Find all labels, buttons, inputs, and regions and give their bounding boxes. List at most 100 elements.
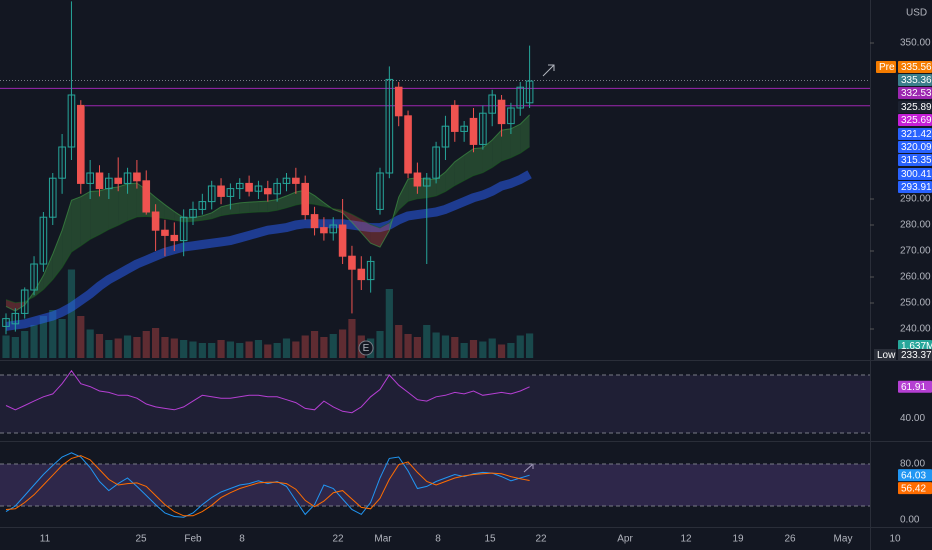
x-tick-label: 22 bbox=[535, 534, 547, 545]
candle-body bbox=[404, 115, 412, 174]
volume-bar bbox=[254, 340, 263, 358]
volume-bar bbox=[273, 343, 281, 358]
volume-bar bbox=[95, 334, 104, 358]
ribbon-fill bbox=[501, 128, 511, 162]
ribbon-fill bbox=[445, 161, 455, 192]
volume-bar bbox=[320, 337, 328, 358]
volume-bar bbox=[339, 329, 347, 358]
candle-body bbox=[479, 112, 487, 145]
volume-bar bbox=[217, 340, 225, 358]
moving-average-band bbox=[5, 170, 532, 331]
candle-body bbox=[67, 94, 76, 148]
ribbon-fill bbox=[202, 212, 212, 221]
volume-bar bbox=[105, 340, 113, 358]
price-badge-box bbox=[898, 128, 932, 140]
candle-body bbox=[226, 188, 235, 197]
volume-bar bbox=[469, 340, 478, 358]
stoch-tick-label: 80.00 bbox=[900, 459, 925, 470]
y-tick-label: 260.00 bbox=[900, 272, 931, 283]
candle-body bbox=[432, 146, 440, 179]
volume-bar bbox=[310, 331, 319, 358]
volume-bar bbox=[11, 337, 19, 358]
x-tick-label: 12 bbox=[680, 534, 692, 545]
candle-body bbox=[376, 172, 384, 210]
ribbon-fill bbox=[183, 217, 193, 222]
volume-bar bbox=[189, 341, 197, 358]
ribbon-fill bbox=[211, 206, 222, 219]
volume-bar bbox=[39, 316, 47, 358]
candle-body bbox=[282, 177, 291, 184]
ribbon-fill bbox=[174, 211, 184, 222]
ribbon-fill bbox=[164, 204, 175, 221]
price-badge-text: 325.89 bbox=[901, 102, 932, 113]
price-badge-box bbox=[898, 87, 932, 99]
candle-body bbox=[48, 177, 57, 218]
volume-bar bbox=[516, 335, 524, 358]
volume-bar bbox=[451, 337, 459, 358]
candle-body bbox=[198, 201, 207, 210]
ribbon-fill bbox=[510, 124, 521, 158]
candle-body bbox=[441, 125, 450, 148]
volume-bar bbox=[142, 331, 150, 358]
low-badge-box bbox=[898, 349, 932, 361]
x-tick-label: Feb bbox=[184, 534, 202, 545]
volume-bar bbox=[2, 335, 10, 358]
price-badge-text: 332.53 bbox=[901, 88, 932, 99]
stoch-badge-text: 64.03 bbox=[901, 470, 926, 481]
volume-bar bbox=[348, 319, 356, 358]
price-badge: 332.53 bbox=[898, 87, 932, 99]
rsi-line bbox=[5, 369, 530, 414]
rsi-tick-label: 40.00 bbox=[900, 413, 925, 424]
low-badge-text: 233.37 bbox=[901, 350, 932, 361]
volume-bar bbox=[180, 340, 188, 358]
volume-bar bbox=[385, 289, 393, 358]
volume-bar bbox=[329, 334, 337, 358]
ribbon-fill bbox=[52, 230, 63, 280]
ribbon-fill bbox=[258, 201, 268, 213]
x-tick-label: 10 bbox=[889, 534, 901, 545]
x-tick-label: May bbox=[834, 534, 853, 545]
ribbon-fill bbox=[482, 139, 493, 173]
candle-body bbox=[525, 80, 534, 104]
ribbon-fill bbox=[118, 183, 128, 226]
x-tick-label: 11 bbox=[40, 534, 51, 545]
candle-body bbox=[2, 318, 10, 327]
price-badge-box bbox=[898, 74, 932, 86]
ribbon-line bbox=[5, 146, 530, 304]
candle-body bbox=[385, 78, 394, 174]
low-prefix: Low bbox=[877, 350, 896, 361]
candle-body bbox=[86, 172, 94, 184]
volume-bar bbox=[21, 331, 29, 358]
candle-body bbox=[217, 185, 225, 197]
volume-bar bbox=[49, 310, 57, 358]
price-badge-box bbox=[898, 61, 932, 73]
x-tick-label: 26 bbox=[784, 534, 796, 545]
ribbon-fill bbox=[127, 183, 137, 221]
candle-body bbox=[133, 172, 141, 182]
candle-body bbox=[292, 177, 300, 184]
ribbon-fill bbox=[473, 147, 483, 176]
candle-body bbox=[301, 182, 309, 216]
volume-badge-text: 1.637M bbox=[901, 341, 932, 352]
ribbon-fill bbox=[492, 130, 502, 168]
stoch-tick-label: 0.00 bbox=[900, 515, 920, 526]
price-badge-text: 320.09 bbox=[901, 142, 932, 153]
ribbon-fill bbox=[314, 195, 324, 207]
y-tick-label: 350.00 bbox=[900, 38, 931, 49]
volume-bar bbox=[282, 338, 291, 358]
low-badge: 233.37 bbox=[898, 349, 932, 361]
candle-body bbox=[338, 224, 347, 257]
price-badge-box bbox=[898, 181, 932, 193]
price-badge-box bbox=[898, 141, 932, 153]
price-badge: 325.89 bbox=[898, 101, 932, 113]
volume-bar bbox=[488, 338, 496, 358]
price-badge-text: 321.42 bbox=[901, 129, 932, 140]
volume-bar bbox=[413, 337, 421, 358]
volume-bar bbox=[264, 344, 272, 358]
volume-bar bbox=[161, 337, 169, 358]
x-tick-label: 8 bbox=[239, 534, 245, 545]
price-badge-text: 315.35 bbox=[901, 155, 932, 166]
ribbon-fill bbox=[230, 202, 240, 215]
ribbon-fill bbox=[249, 201, 259, 213]
badge-prefix: Pre bbox=[879, 62, 895, 73]
